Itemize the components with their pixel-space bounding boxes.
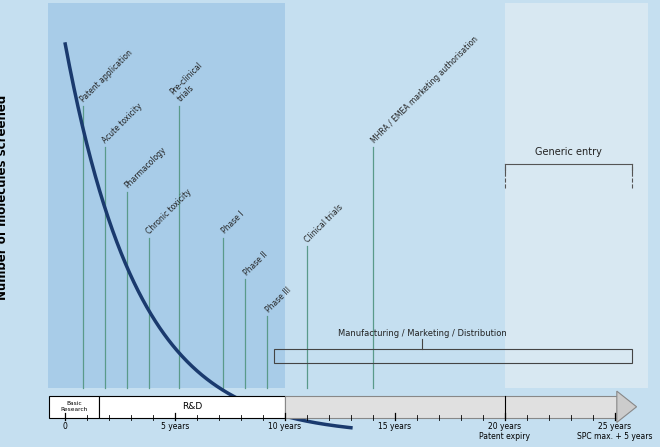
Bar — [48, 3, 285, 388]
Text: Patent application: Patent application — [79, 48, 135, 104]
Text: Acute toxicity: Acute toxicity — [101, 101, 145, 145]
Text: Basic
Research: Basic Research — [60, 401, 88, 412]
Text: Phase II: Phase II — [242, 249, 269, 277]
Bar — [505, 3, 647, 388]
Bar — [285, 3, 505, 388]
Bar — [285, 396, 617, 417]
Text: 10 years: 10 years — [269, 422, 302, 431]
Bar — [99, 396, 285, 417]
Bar — [274, 349, 632, 363]
Text: Pre-clinical
trials: Pre-clinical trials — [168, 60, 212, 104]
Text: 20 years
Patent expiry: 20 years Patent expiry — [479, 422, 530, 442]
Text: Clinical trials: Clinical trials — [303, 202, 345, 244]
Bar — [49, 396, 99, 417]
Polygon shape — [617, 391, 637, 422]
Text: Pharmacology: Pharmacology — [123, 145, 168, 190]
Text: Phase I: Phase I — [220, 210, 246, 236]
Text: Manufacturing / Marketing / Distribution: Manufacturing / Marketing / Distribution — [338, 329, 507, 337]
Text: 0: 0 — [63, 422, 68, 431]
Text: 25 years
SPC max. + 5 years: 25 years SPC max. + 5 years — [577, 422, 652, 442]
Text: Generic entry: Generic entry — [535, 148, 602, 157]
Text: Number of molecules screened: Number of molecules screened — [0, 95, 9, 300]
Text: 5 years: 5 years — [161, 422, 189, 431]
Text: Chronic toxicity: Chronic toxicity — [145, 187, 193, 236]
Text: 15 years: 15 years — [378, 422, 411, 431]
Text: MHRA / EMEA marketing authorisation: MHRA / EMEA marketing authorisation — [369, 35, 479, 145]
Text: R&D: R&D — [182, 402, 202, 411]
Text: Phase III: Phase III — [264, 285, 292, 314]
